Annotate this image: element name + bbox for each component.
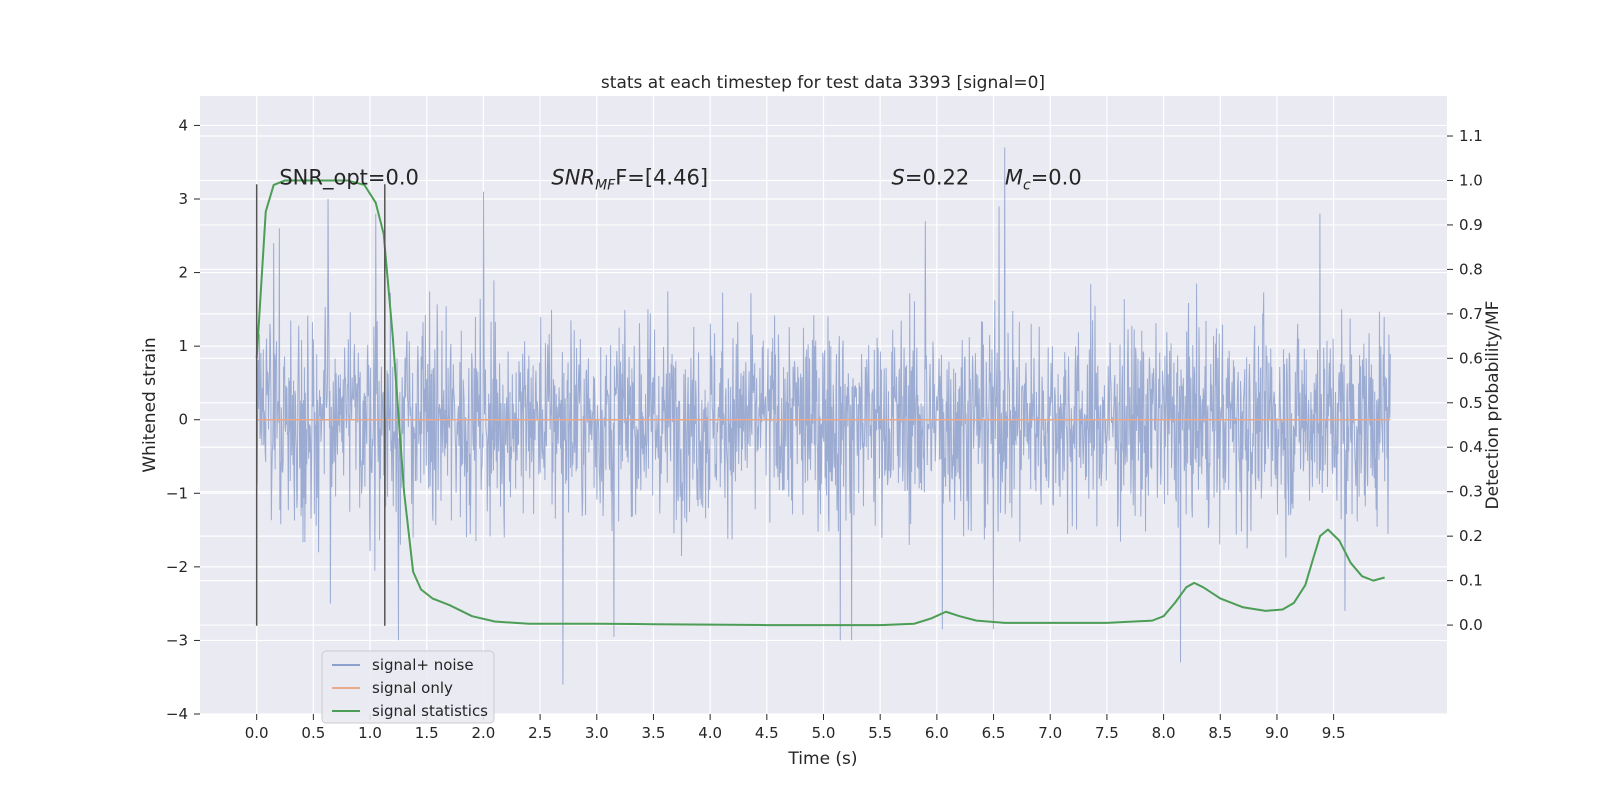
y-right-tick-label: 0.1 (1459, 572, 1483, 590)
y-axis-right-label: Detection probability/MF (1483, 301, 1503, 510)
annotation-symbol: S (892, 166, 905, 190)
x-tick-label: 8.5 (1208, 724, 1232, 742)
x-axis-label: Time (s) (787, 749, 857, 769)
x-tick-label: 9.5 (1322, 724, 1346, 742)
axis-ticks: 0.0 0.5 1.0 1.5 2.0 2.5 3.0 3.5 4.0 4.5 5.0 5.5 6.0 6… (166, 116, 1483, 742)
legend-label: signal+ noise (372, 656, 474, 674)
annotation-value: =0.0 (1031, 166, 1082, 190)
legend-label: signal only (372, 679, 453, 697)
x-tick-label: 7.0 (1038, 724, 1062, 742)
x-tick-label: 1.0 (358, 724, 382, 742)
chart-title: stats at each timestep for test data 339… (601, 73, 1045, 93)
y-right-tick-label: 0.5 (1459, 394, 1483, 412)
y-tick-label: −3 (166, 631, 188, 649)
x-tick-label: 0.5 (301, 724, 325, 742)
legend-label: signal statistics (372, 702, 488, 720)
series-signal-plus-noise (256, 147, 1391, 685)
annotation-text: S=0.22 (892, 166, 970, 190)
x-tick-label: 6.0 (925, 724, 949, 742)
x-tick-label: 5.0 (812, 724, 836, 742)
series-line-signal-statistics (255, 179, 1385, 627)
x-tick-label: 9.0 (1265, 724, 1289, 742)
x-tick-label: 6.5 (982, 724, 1006, 742)
annotation-value: =0.22 (905, 166, 969, 190)
y-tick-label: 2 (178, 264, 188, 282)
y-right-tick-label: 0.7 (1459, 305, 1483, 323)
y-right-tick-label: 0.9 (1459, 216, 1483, 234)
y-right-tick-label: 0.4 (1459, 438, 1483, 456)
annotations: SNR_opt=0.0 SNRMFF=[4.46] S=0.22 Mc=0.0 (279, 166, 1081, 194)
x-tick-label: 5.5 (868, 724, 892, 742)
y-tick-label: 3 (178, 190, 188, 208)
x-tick-label: 3.5 (642, 724, 666, 742)
annotation-subscript: MF (595, 178, 616, 194)
annotation-value: F=[4.46] (615, 166, 708, 190)
annotation-symbol: SNR (551, 166, 595, 190)
y-right-tick-label: 1.1 (1459, 127, 1483, 145)
annotation-text: Mc=0.0 (1005, 166, 1082, 194)
annotation-text: SNRMFF=[4.46] (551, 166, 708, 194)
x-tick-label: 3.0 (585, 724, 609, 742)
y-tick-label: 0 (178, 411, 188, 429)
x-tick-label: 1.5 (415, 724, 439, 742)
y-right-tick-label: 0.2 (1459, 527, 1483, 545)
y-axis-label: Whitened strain (140, 337, 160, 472)
y-tick-label: 4 (178, 116, 188, 134)
annotation-symbol: M (1005, 166, 1023, 190)
y-tick-label: 1 (178, 337, 188, 355)
legend-box (321, 650, 495, 724)
series-lines (255, 179, 1391, 627)
series-line-signal-plus-noise (256, 147, 1391, 685)
y-right-tick-label: 0.8 (1459, 260, 1483, 278)
y-right-tick-label: 1.0 (1459, 171, 1483, 189)
y-tick-label: −4 (166, 705, 188, 723)
legend: signal+ noise signal only signal statistic… (321, 650, 495, 724)
annotation-subscript: c (1023, 178, 1031, 194)
x-tick-label: 8.0 (1152, 724, 1176, 742)
vertical-markers (255, 184, 386, 626)
x-tick-label: 4.0 (698, 724, 722, 742)
y-right-tick-label: 0.0 (1459, 616, 1483, 634)
y-right-tick-label: 0.3 (1459, 483, 1483, 501)
x-tick-label: 4.5 (755, 724, 779, 742)
x-tick-label: 2.5 (528, 724, 552, 742)
x-tick-label: 0.0 (245, 724, 269, 742)
y-tick-label: −2 (166, 558, 188, 576)
y-right-tick-label: 0.6 (1459, 349, 1483, 367)
y-tick-label: −1 (166, 484, 188, 502)
x-tick-label: 2.0 (471, 724, 495, 742)
annotation-text: SNR_opt=0.0 (279, 166, 419, 191)
x-tick-label: 7.5 (1095, 724, 1119, 742)
